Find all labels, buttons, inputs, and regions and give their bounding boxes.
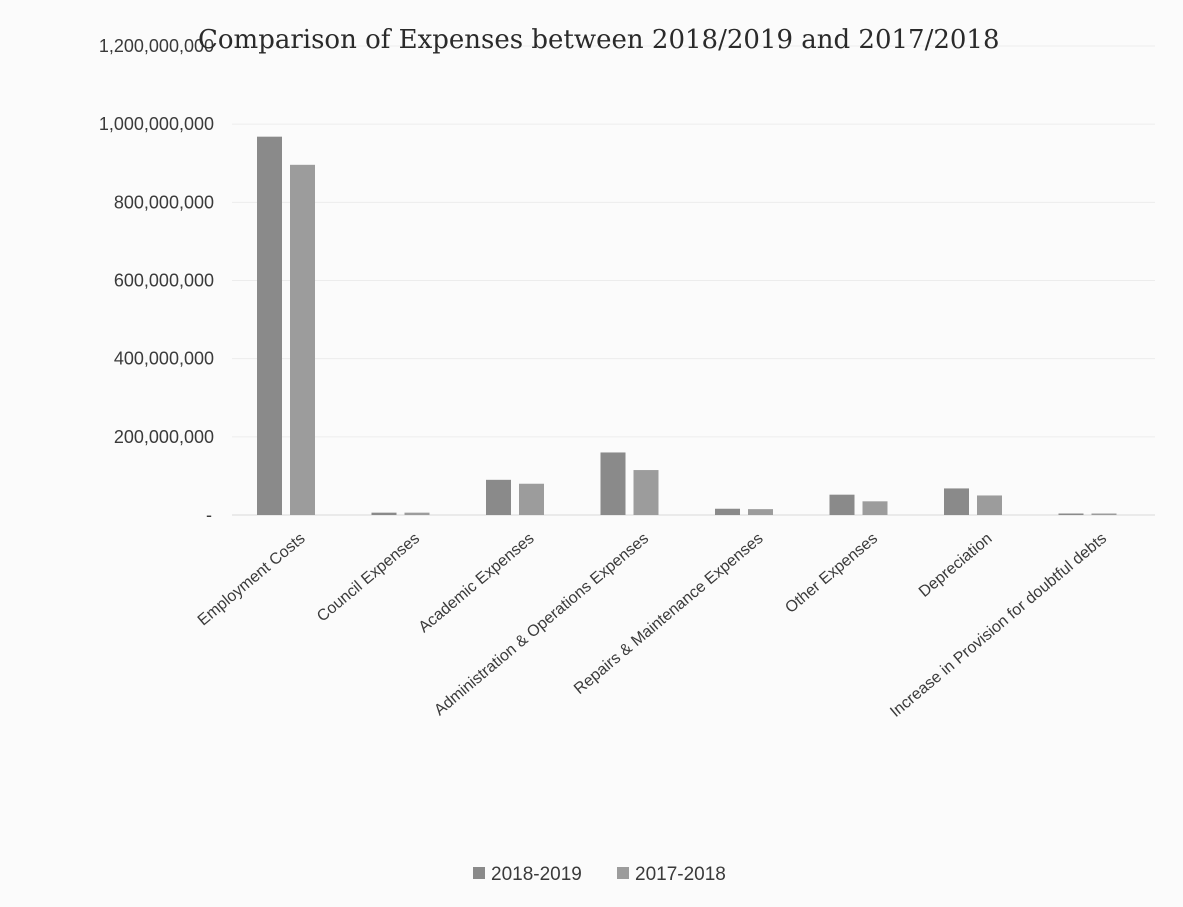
bar-2018-2019 [371, 512, 397, 515]
bar-2018-2019 [829, 494, 855, 515]
y-axis-tick-labels: - 200,000,000 400,000,000 600,000,000 800,00… [99, 36, 214, 525]
bar-2017-2018 [290, 164, 315, 515]
bar-2017-2018 [404, 512, 430, 515]
bar-2018-2019 [944, 488, 969, 515]
y-tick-label: 1,200,000,000 [99, 36, 214, 56]
bar-2017-2018 [977, 495, 1002, 515]
y-tick-label: 1,000,000,000 [99, 114, 214, 134]
x-category-label: Repairs & Maintenance Expenses [571, 530, 767, 698]
bar-2018-2019 [1058, 513, 1084, 515]
legend-label: 2018-2019 [491, 864, 582, 885]
bar-2017-2018 [1091, 513, 1117, 515]
bar-2017-2018 [633, 470, 659, 515]
legend-swatch [617, 867, 629, 879]
gridlines [232, 45, 1155, 516]
x-category-label: Employment Costs [195, 530, 309, 629]
x-category-label: Other Expenses [782, 530, 881, 617]
y-tick-label: 400,000,000 [114, 349, 214, 369]
y-tick-label: 200,000,000 [114, 427, 214, 447]
bar-2018-2019 [486, 479, 511, 515]
bar-2018-2019 [600, 452, 626, 515]
legend: 2018-2019 2017-2018 [473, 864, 726, 885]
bar-2017-2018 [862, 501, 888, 515]
x-category-label: Administration & Operations Expenses [431, 530, 652, 719]
y-tick-label: 800,000,000 [114, 192, 214, 212]
chart-title: Comparison of Expenses between 2018/2019… [198, 25, 1000, 55]
x-category-label: Academic Expenses [416, 530, 538, 636]
bar-2017-2018 [519, 483, 544, 515]
bar-2017-2018 [748, 509, 773, 515]
x-category-label: Council Expenses [314, 530, 423, 625]
x-category-label: Increase in Provision for doubtful debts [887, 530, 1110, 721]
x-category-label: Depreciation [916, 530, 996, 601]
bar-2018-2019 [715, 508, 740, 515]
x-axis-category-labels: Employment Costs Council ExpensesAcademic… [195, 530, 1110, 721]
legend-swatch [473, 867, 485, 879]
y-tick-label: 600,000,000 [114, 271, 214, 291]
bars [257, 136, 1117, 515]
bar-2018-2019 [257, 136, 282, 515]
legend-label: 2017-2018 [635, 864, 726, 885]
y-tick-label: - [206, 505, 212, 525]
